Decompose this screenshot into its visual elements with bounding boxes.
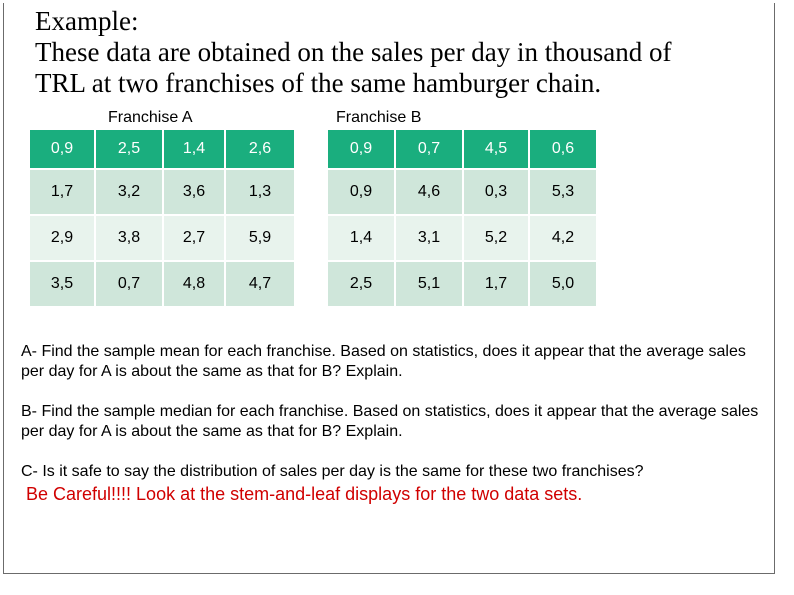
franchise-b-label: Franchise B bbox=[336, 109, 422, 126]
table-row: 1,7 3,2 3,6 1,3 bbox=[30, 170, 296, 216]
slide-title: Example: These data are obtained on the … bbox=[35, 6, 775, 99]
franchise-a-label: Franchise A bbox=[108, 109, 193, 126]
question-a: A- Find the sample mean for each franchi… bbox=[21, 343, 746, 380]
table-cell: 2,5 bbox=[96, 130, 164, 170]
table-row: 0,9 4,6 0,3 5,3 bbox=[328, 170, 598, 216]
table-cell: 4,7 bbox=[226, 262, 296, 308]
table-cell: 2,6 bbox=[226, 130, 296, 170]
table-cell: 4,2 bbox=[530, 216, 598, 262]
table-cell: 0,9 bbox=[30, 130, 96, 170]
table-cell: 1,3 bbox=[226, 170, 296, 216]
title-line-3: TRL at two franchises of the same hambur… bbox=[35, 68, 602, 98]
franchise-b-table: 0,9 0,7 4,5 0,6 0,9 4,6 0,3 5,3 1,4 3,1 … bbox=[328, 130, 598, 308]
table-cell: 2,9 bbox=[30, 216, 96, 262]
slide-frame bbox=[3, 3, 775, 574]
table-cell: 0,3 bbox=[464, 170, 530, 216]
table-cell: 3,6 bbox=[164, 170, 226, 216]
table-cell: 2,5 bbox=[328, 262, 396, 308]
table-cell: 1,4 bbox=[164, 130, 226, 170]
careful-note: Be Careful!!!! Look at the stem-and-leaf… bbox=[26, 484, 583, 504]
table-cell: 5,2 bbox=[464, 216, 530, 262]
table-cell: 5,9 bbox=[226, 216, 296, 262]
table-row: 2,5 5,1 1,7 5,0 bbox=[328, 262, 598, 308]
table-cell: 4,6 bbox=[396, 170, 464, 216]
table-row: 3,5 0,7 4,8 4,7 bbox=[30, 262, 296, 308]
question-b: B- Find the sample median for each franc… bbox=[21, 403, 759, 440]
table-cell: 3,8 bbox=[96, 216, 164, 262]
table-row: 2,9 3,8 2,7 5,9 bbox=[30, 216, 296, 262]
table-cell: 5,1 bbox=[396, 262, 464, 308]
table-cell: 0,6 bbox=[530, 130, 598, 170]
table-cell: 0,9 bbox=[328, 130, 396, 170]
table-cell: 4,5 bbox=[464, 130, 530, 170]
table-row: 1,4 3,1 5,2 4,2 bbox=[328, 216, 598, 262]
table-cell: 1,4 bbox=[328, 216, 396, 262]
title-line-1: Example: bbox=[35, 6, 139, 36]
table-cell: 3,2 bbox=[96, 170, 164, 216]
table-cell: 3,5 bbox=[30, 262, 96, 308]
table-cell: 5,0 bbox=[530, 262, 598, 308]
table-cell: 1,7 bbox=[464, 262, 530, 308]
table-cell: 0,9 bbox=[328, 170, 396, 216]
question-c: C- Is it safe to say the distribution of… bbox=[21, 463, 644, 480]
table-row: 0,9 0,7 4,5 0,6 bbox=[328, 130, 598, 170]
table-cell: 0,7 bbox=[396, 130, 464, 170]
table-cell: 1,7 bbox=[30, 170, 96, 216]
franchise-a-table: 0,9 2,5 1,4 2,6 1,7 3,2 3,6 1,3 2,9 3,8 … bbox=[30, 130, 296, 308]
table-row: 0,9 2,5 1,4 2,6 bbox=[30, 130, 296, 170]
table-cell: 3,1 bbox=[396, 216, 464, 262]
table-cell: 4,8 bbox=[164, 262, 226, 308]
table-cell: 5,3 bbox=[530, 170, 598, 216]
table-cell: 0,7 bbox=[96, 262, 164, 308]
title-line-2: These data are obtained on the sales per… bbox=[35, 37, 672, 67]
table-cell: 2,7 bbox=[164, 216, 226, 262]
